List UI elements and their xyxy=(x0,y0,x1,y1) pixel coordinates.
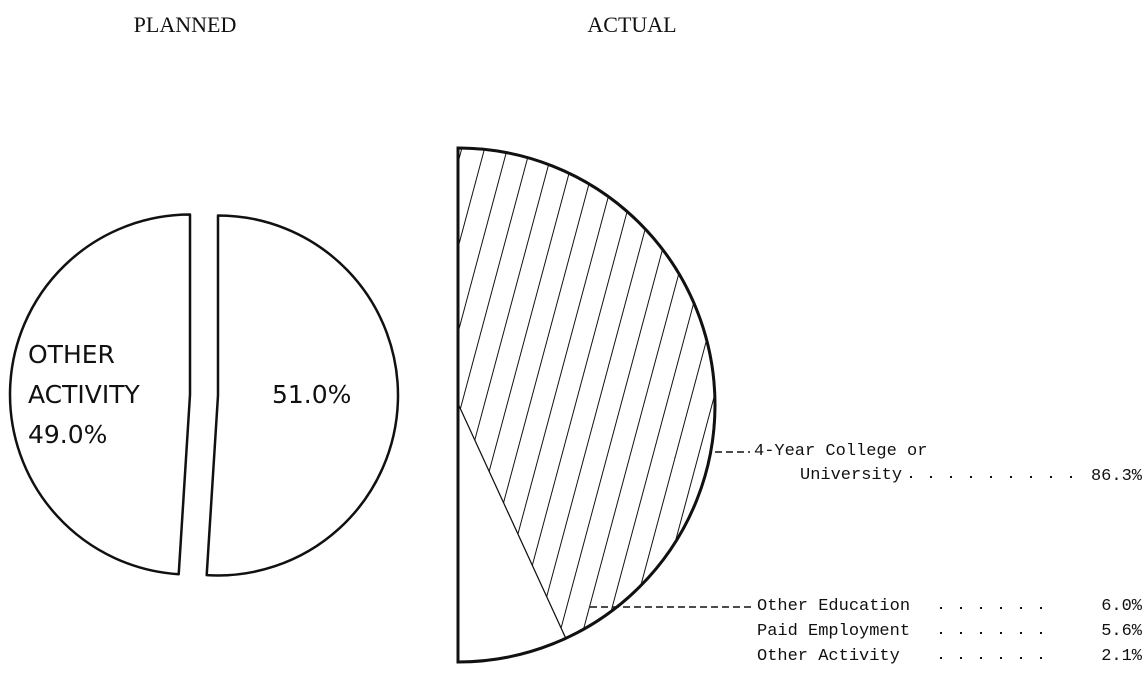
value-label: 86.3% xyxy=(1090,467,1142,486)
outline xyxy=(456,146,717,664)
value-label: 6.0% xyxy=(1101,597,1142,616)
category-label: 4-Year College or University xyxy=(754,442,928,485)
slice-label: OTHER ACTIVITY xyxy=(28,340,140,409)
value-label: 2.1% xyxy=(1101,647,1142,666)
pie-slice xyxy=(458,405,566,655)
category-label: Paid Employment xyxy=(757,622,911,641)
chart-title: ACTUAL xyxy=(587,12,677,37)
pie-slice xyxy=(458,405,475,662)
category-label: Other Activity xyxy=(757,647,900,666)
pie-slice xyxy=(8,213,192,576)
chart-title: PLANNED xyxy=(133,12,237,37)
pie-slice xyxy=(205,214,400,577)
value-label: 51.0% xyxy=(272,380,352,409)
pie-slice xyxy=(458,405,520,662)
category-label: Other Education xyxy=(757,597,911,616)
value-label: 5.6% xyxy=(1101,622,1142,641)
value-label: 49.0% xyxy=(28,420,108,449)
